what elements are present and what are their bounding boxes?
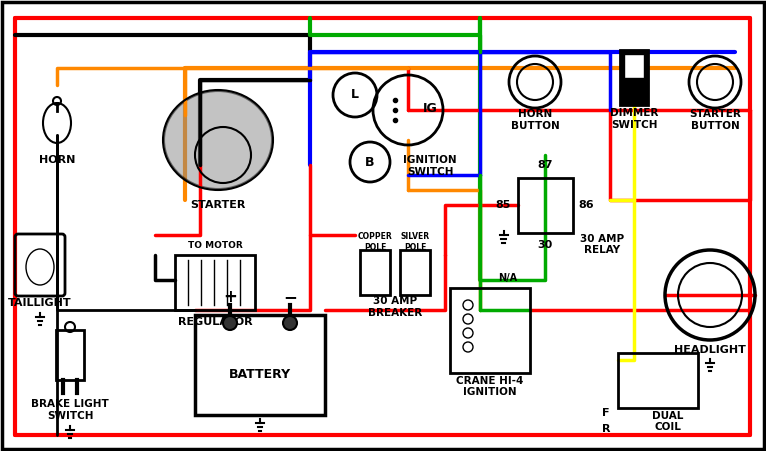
Text: STARTER
BUTTON: STARTER BUTTON xyxy=(689,109,741,131)
Bar xyxy=(624,54,644,78)
Text: SILVER
POLE: SILVER POLE xyxy=(401,232,430,252)
Text: TO MOTOR: TO MOTOR xyxy=(188,240,242,249)
Text: 85: 85 xyxy=(496,200,511,210)
Text: CRANE HI-4
IGNITION: CRANE HI-4 IGNITION xyxy=(457,376,524,397)
Ellipse shape xyxy=(164,91,272,189)
Text: IGNITION
SWITCH: IGNITION SWITCH xyxy=(403,155,457,177)
Bar xyxy=(195,315,325,415)
Bar xyxy=(360,250,390,295)
Circle shape xyxy=(223,316,237,330)
Bar xyxy=(518,178,572,233)
Text: BRAKE LIGHT
SWITCH: BRAKE LIGHT SWITCH xyxy=(31,399,109,421)
Text: +: + xyxy=(223,288,237,306)
Text: COPPER
POLE: COPPER POLE xyxy=(358,232,392,252)
Text: IG: IG xyxy=(423,101,437,115)
Bar xyxy=(618,353,698,408)
Bar xyxy=(56,330,84,380)
Text: HORN
BUTTON: HORN BUTTON xyxy=(511,109,559,131)
Bar xyxy=(400,250,430,295)
Text: DUAL
COIL: DUAL COIL xyxy=(653,411,684,433)
Text: DIMMER
SWITCH: DIMMER SWITCH xyxy=(610,108,658,130)
Text: L: L xyxy=(351,88,359,101)
Text: TAILLIGHT: TAILLIGHT xyxy=(8,298,72,308)
Text: 30 AMP
BREAKER: 30 AMP BREAKER xyxy=(368,296,422,318)
Text: N/A: N/A xyxy=(499,272,518,282)
Text: 30: 30 xyxy=(538,239,552,249)
Text: STARTER: STARTER xyxy=(190,200,246,210)
Circle shape xyxy=(283,316,297,330)
Text: REGULATOR: REGULATOR xyxy=(178,317,252,327)
Text: HEADLIGHT: HEADLIGHT xyxy=(674,345,746,355)
Bar xyxy=(620,50,648,105)
Text: R: R xyxy=(602,424,611,434)
Text: 30 AMP
RELAY: 30 AMP RELAY xyxy=(581,234,624,255)
Text: 86: 86 xyxy=(578,200,594,210)
Text: F: F xyxy=(602,408,610,418)
Text: BATTERY: BATTERY xyxy=(229,368,291,382)
Bar xyxy=(450,287,530,373)
Text: HORN: HORN xyxy=(39,155,75,165)
Text: −: − xyxy=(283,288,297,306)
Text: 87: 87 xyxy=(537,161,553,170)
Bar xyxy=(175,255,255,310)
Text: B: B xyxy=(365,156,375,169)
